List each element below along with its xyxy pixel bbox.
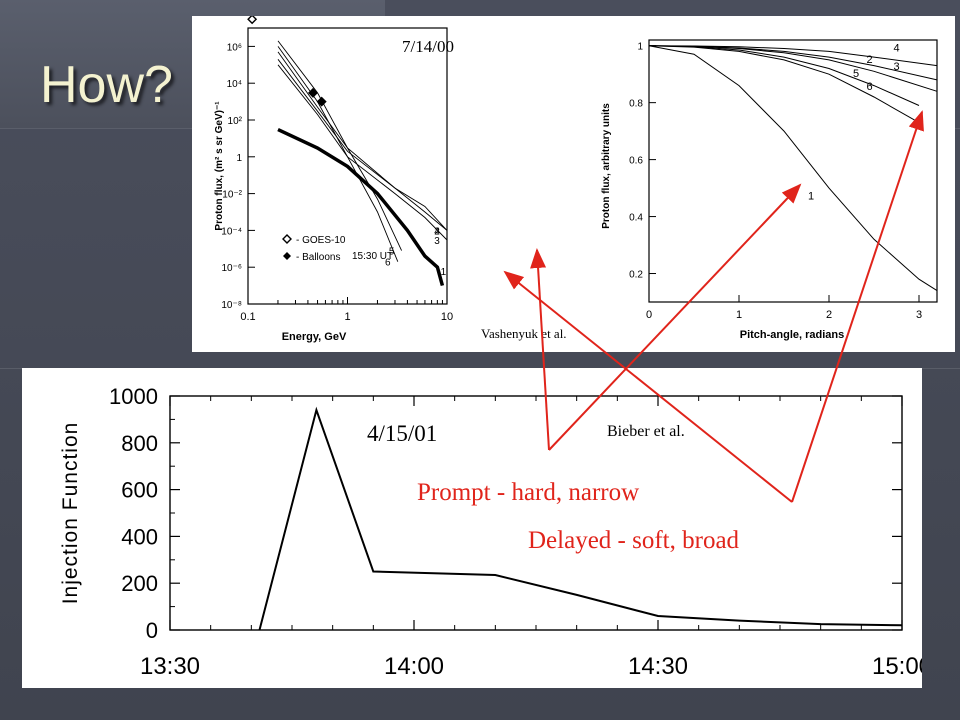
injection-y-tick-label: 600	[121, 478, 158, 503]
pitch-series-label: 4	[893, 42, 899, 54]
injection-plot-frame	[169, 395, 903, 631]
spectrum-y-tick-label: 10⁻⁶	[221, 263, 242, 274]
pitch-y-tick-label: 0.2	[629, 270, 643, 281]
pitch-plot-frame	[648, 39, 938, 303]
spectrum-series-4	[277, 51, 448, 231]
injection-series-line	[258, 406, 903, 631]
injection-panel: Injection Function 4/15/01 Bieber et al.…	[22, 368, 932, 688]
spectrum-series-5	[277, 40, 403, 251]
injection-x-tick-label: 15:00	[872, 653, 922, 680]
spectrum-series-label: 4	[434, 226, 440, 237]
spectrum-y-tick-label: 10⁻²	[222, 190, 242, 201]
spectrum-series-3	[277, 64, 448, 241]
goes-legend-marker	[282, 234, 292, 244]
spectrum-series-1	[277, 128, 445, 287]
top-credit-label: Vashenyuk et al.	[481, 326, 567, 341]
pitch-angle-panel: Pitch-angle, radians Proton flux, arbitr…	[597, 16, 955, 352]
top-date-label: 7/14/00	[402, 37, 454, 56]
injection-y-tick-label: 800	[121, 431, 158, 456]
spectrum-x-tick-label: 0.1	[240, 311, 255, 323]
spectrum-y-tick-label: 10⁻⁸	[221, 300, 242, 311]
spectrum-series-label: 1	[441, 267, 447, 278]
balloon-data-point	[307, 87, 318, 98]
injection-x-tick-label: 14:00	[384, 653, 444, 680]
injection-y-tick-label: 1000	[109, 384, 158, 409]
spectrum-series-2	[277, 59, 448, 231]
spectrum-y-tick-label: 10²	[228, 116, 243, 127]
injection-y-tick-label: 200	[121, 571, 158, 596]
legend-balloons: - Balloons	[296, 252, 340, 263]
pitch-series-label: 6	[866, 81, 872, 93]
legend-goes: - GOES-10	[296, 235, 346, 246]
pitch-x-tick-label: 3	[916, 309, 922, 321]
injection-x-tick-label: 14:30	[628, 653, 688, 680]
pitch-series-4	[648, 45, 938, 67]
pitch-y-tick-label: 0.6	[629, 156, 643, 167]
time-label: 15:30 UT	[352, 251, 393, 262]
spectrum-y-axis-label: Proton flux, (m² s sr GeV)⁻¹	[214, 101, 225, 231]
pitch-y-tick-label: 0.8	[629, 99, 643, 110]
delayed-label: Delayed - soft, broad	[528, 527, 740, 554]
pitch-angle-chart: Pitch-angle, radians Proton flux, arbitr…	[601, 39, 938, 341]
pitch-series-label: 2	[866, 54, 872, 66]
slide-title: How?	[40, 56, 173, 114]
pitch-x-tick-label: 0	[646, 309, 652, 321]
pitch-series-label: 3	[893, 61, 899, 73]
pitch-series-1	[648, 45, 938, 292]
pitch-y-tick-label: 1	[637, 42, 643, 53]
injection-y-tick-label: 0	[146, 618, 158, 643]
balloon-data-point	[316, 96, 327, 107]
injection-y-tick-label: 400	[121, 524, 158, 549]
spectrum-y-tick-label: 10⁴	[227, 79, 242, 90]
spectrum-series-label: 5	[389, 247, 395, 258]
spectrum-series-label: 6	[385, 258, 391, 269]
spectrum-series-label: 2	[434, 226, 440, 237]
spectrum-y-tick-label: 1	[236, 153, 242, 164]
spectrum-series-6	[277, 46, 399, 262]
injection-y-axis-label: Injection Function	[59, 422, 82, 605]
pitch-x-tick-label: 2	[826, 309, 832, 321]
pitch-x-axis-label: Pitch-angle, radians	[740, 329, 845, 341]
spectrum-y-tick-label: 10⁶	[227, 42, 242, 53]
spectrum-x-tick-label: 10	[441, 311, 453, 323]
balloons-legend-marker	[283, 252, 291, 260]
goes-data-point	[247, 14, 258, 25]
pitch-series-label: 5	[853, 68, 859, 80]
panel-gap: Vashenyuk et al.	[457, 16, 597, 352]
spectrum-chart: 7/14/00 15:30 UT Energy, GeV Proton flux…	[214, 14, 454, 343]
spectrum-y-tick-label: 10⁻⁴	[221, 226, 242, 237]
spectrum-panel: 7/14/00 15:30 UT Energy, GeV Proton flux…	[192, 14, 457, 352]
prompt-label: Prompt - hard, narrow	[417, 479, 639, 506]
spectrum-x-axis-label: Energy, GeV	[282, 331, 347, 343]
pitch-y-axis-label: Proton flux, arbitrary units	[601, 103, 612, 229]
pitch-x-tick-label: 1	[736, 309, 742, 321]
pitch-series-label: 1	[808, 190, 814, 202]
spectrum-x-tick-label: 1	[344, 311, 350, 323]
bottom-credit-label: Bieber et al.	[607, 423, 685, 440]
bottom-date-label: 4/15/01	[367, 421, 437, 446]
spectrum-series-label: 3	[434, 236, 440, 247]
injection-x-tick-label: 13:30	[140, 653, 200, 680]
pitch-series-5	[648, 45, 920, 106]
injection-chart: Injection Function 4/15/01 Bieber et al.…	[59, 384, 932, 680]
credit-area: Vashenyuk et al.	[481, 326, 567, 341]
pitch-y-tick-label: 0.4	[629, 213, 643, 224]
